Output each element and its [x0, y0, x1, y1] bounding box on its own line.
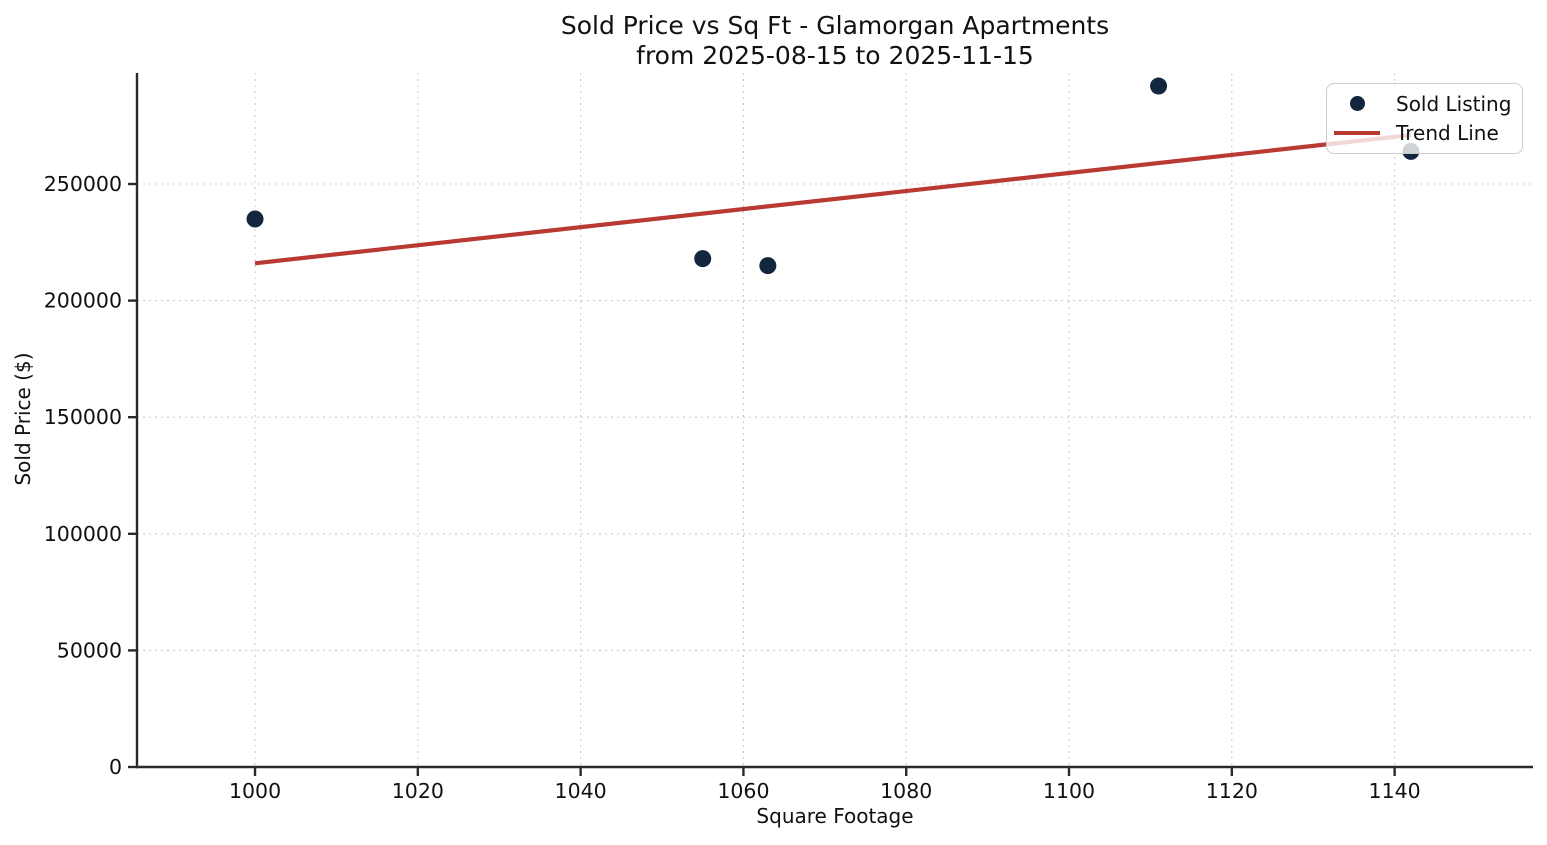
- legend-label: Trend Line: [1396, 120, 1499, 145]
- x-tick-label: 1080: [880, 779, 932, 803]
- sold-listing-marker-icon: [1349, 96, 1365, 111]
- legend-handle: [1334, 130, 1380, 135]
- trend-line-marker-icon: [1334, 130, 1380, 135]
- legend-item-trend-line: Trend Line: [1334, 118, 1512, 147]
- data-point: [694, 250, 712, 268]
- x-tick-label: 1000: [229, 779, 281, 803]
- legend-item-sold-listing: Sold Listing: [1334, 89, 1512, 118]
- x-tick-label: 1120: [1206, 779, 1258, 803]
- y-tick-label: 0: [109, 755, 122, 779]
- y-axis-label: Sold Price ($): [11, 352, 35, 486]
- chart-title-line2: from 2025-08-15 to 2025-11-15: [636, 41, 1034, 70]
- chart-title: Sold Price vs Sq Ft - Glamorgan Apartmen…: [137, 11, 1533, 71]
- x-tick-label: 1140: [1369, 779, 1421, 803]
- x-axis-label: Square Footage: [756, 804, 914, 828]
- y-tick-label: 200000: [44, 289, 122, 313]
- y-tick-label: 50000: [57, 638, 122, 662]
- y-tick-label: 250000: [44, 172, 122, 196]
- y-tick-label: 150000: [44, 405, 122, 429]
- data-point: [759, 257, 777, 275]
- legend-handle: [1334, 96, 1380, 111]
- data-point: [246, 210, 264, 228]
- legend-label: Sold Listing: [1396, 91, 1512, 116]
- data-point: [1150, 77, 1168, 95]
- x-tick-label: 1060: [717, 779, 769, 803]
- x-tick-label: 1100: [1043, 779, 1095, 803]
- trend-line: [254, 132, 1412, 266]
- chart-title-line1: Sold Price vs Sq Ft - Glamorgan Apartmen…: [560, 11, 1110, 40]
- legend: Sold Listing Trend Line: [1326, 83, 1523, 154]
- x-tick-label: 1040: [555, 779, 607, 803]
- y-tick-label: 100000: [44, 522, 122, 546]
- x-tick-label: 1020: [392, 779, 444, 803]
